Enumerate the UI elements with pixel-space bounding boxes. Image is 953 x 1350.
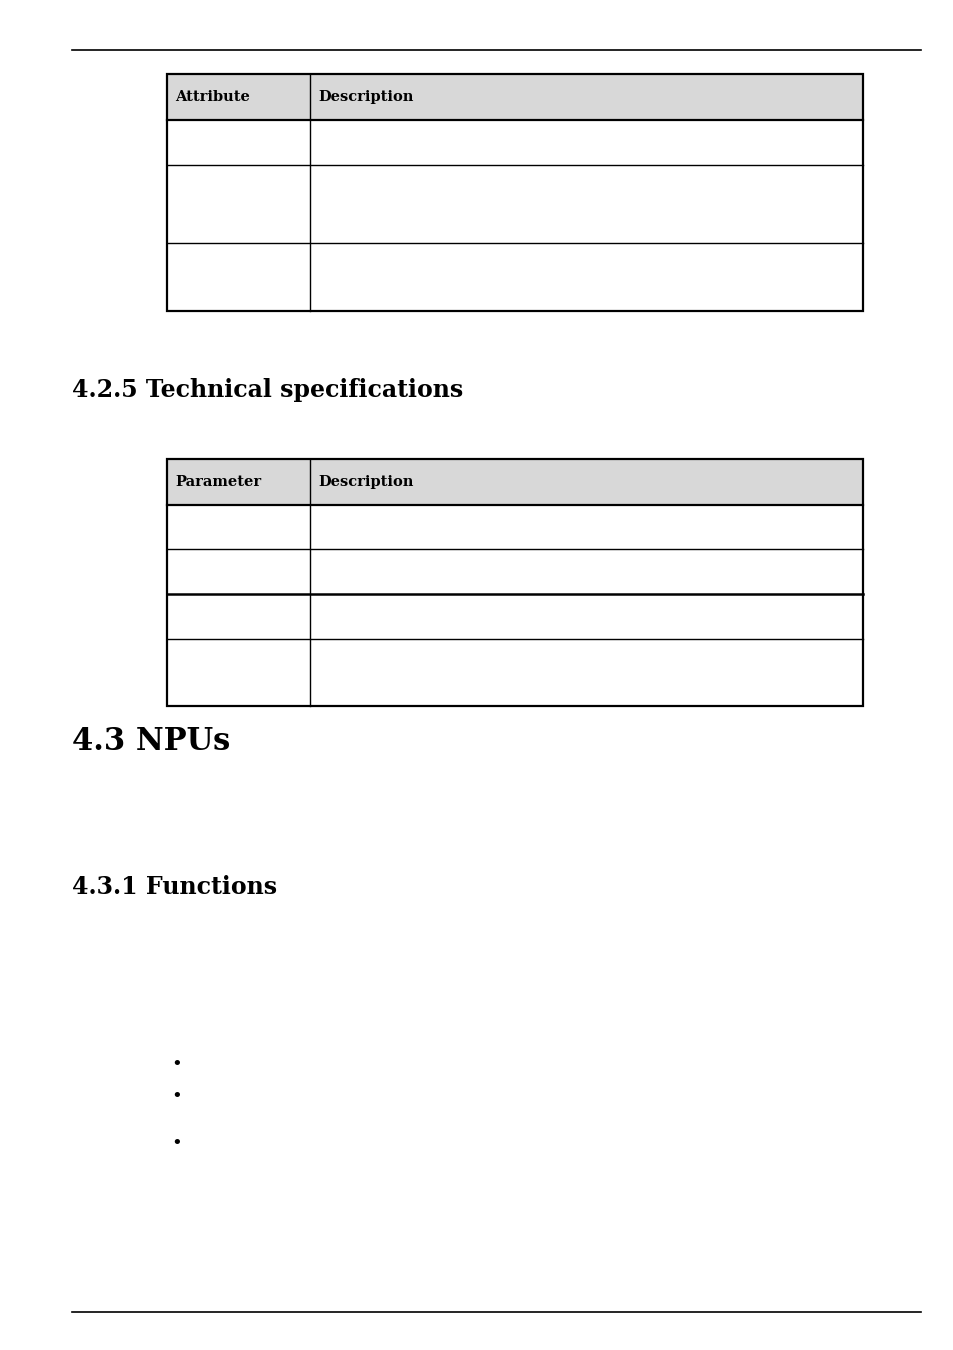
Text: Description: Description [318,475,414,489]
Bar [167,459,862,505]
Text: Parameter: Parameter [175,475,261,489]
Text: •: • [171,1054,182,1073]
Text: 4.2.5 Technical specifications: 4.2.5 Technical specifications [71,378,462,402]
Bar [167,74,862,120]
Bar [167,74,862,310]
Text: •: • [171,1087,182,1106]
Bar [167,459,862,706]
Text: Attribute: Attribute [175,90,250,104]
Bar [167,74,862,310]
Text: 4.3.1 Functions: 4.3.1 Functions [71,875,276,899]
Text: •: • [171,1134,182,1153]
Text: Description: Description [318,90,414,104]
Bar [167,459,862,706]
Text: 4.3 NPUs: 4.3 NPUs [71,726,230,757]
